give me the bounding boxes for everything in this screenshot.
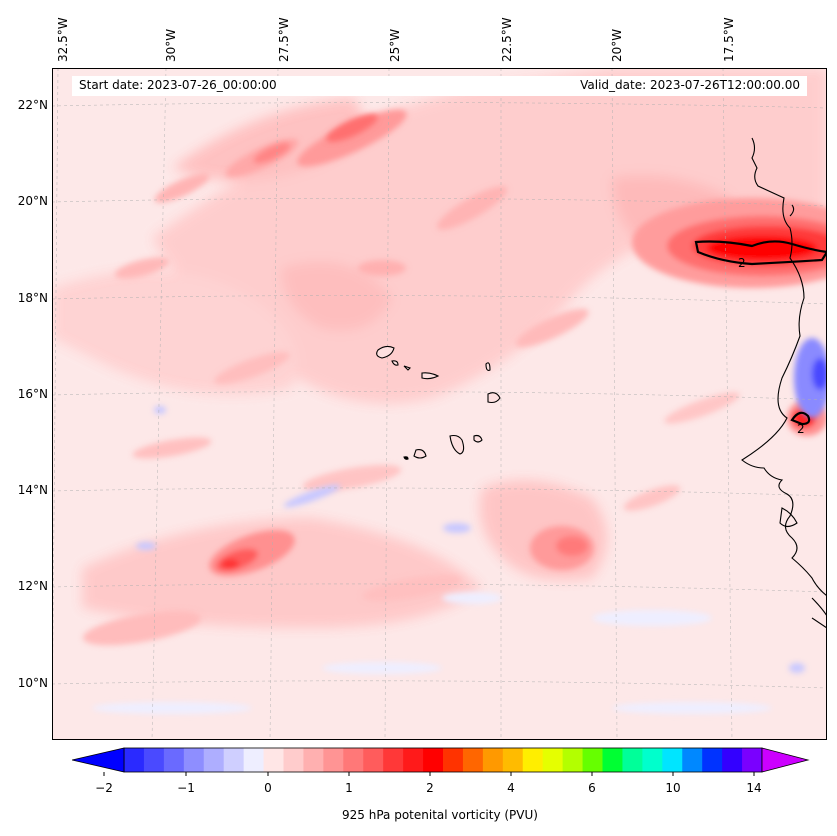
colorbar-cell (443, 748, 464, 772)
colorbar-cell (682, 748, 703, 772)
colorbar-cell (403, 748, 424, 772)
colorbar-tick: 0 (264, 781, 272, 795)
pv-contour-south (790, 411, 811, 426)
colorbar-cell (223, 748, 245, 772)
pv-2-contours (694, 240, 827, 426)
pv-contour-map[interactable]: 2 2 (52, 68, 827, 740)
colorbar-cell (283, 748, 304, 772)
pv-contour-north (694, 240, 827, 266)
lon-label-22-5w: 22.5°W (500, 17, 514, 62)
colorbar-cell (124, 748, 145, 772)
colorbar-cell (163, 748, 185, 772)
colorbar-cell (522, 748, 544, 772)
colorbar-cell (203, 748, 225, 772)
colorbar-min-arrow (72, 747, 125, 773)
start-date-label: Start date: 2023-07-26_00:00:00 (79, 78, 277, 92)
header-strip (72, 76, 807, 96)
colorbar-cell (502, 748, 524, 772)
lon-label-17-5w: 17.5°W (722, 17, 736, 62)
contour-label-south: 2 (797, 422, 805, 436)
colorbar-cell (143, 748, 165, 772)
colorbar-cell (582, 748, 603, 772)
colorbar-cell (343, 748, 364, 772)
map-frame (52, 68, 827, 740)
colorbar-cell (542, 748, 564, 772)
cape-verde-islands (376, 345, 501, 460)
valid-date-label: Valid_date: 2023-07-26T12:00:00.00 (580, 78, 800, 92)
lon-label-30w: 30°W (164, 28, 178, 62)
colorbar-tick: 14 (746, 781, 762, 795)
colorbar-cell (363, 748, 384, 772)
pv-negative-patches (92, 338, 827, 714)
colorbar-tick: 6 (588, 781, 596, 795)
colorbar-tick: −2 (95, 781, 113, 795)
africa-coastline (741, 137, 827, 629)
colorbar-cell (482, 748, 504, 772)
pv-shading-light (52, 68, 827, 628)
colorbar-label: 925 hPa potenital vorticity (PVU) (342, 808, 538, 822)
colorbar-cell (602, 748, 623, 772)
colorbar-cell (323, 748, 344, 772)
colorbar-tick: 4 (507, 781, 515, 795)
colorbar-cell (722, 748, 743, 772)
colorbar-cell (642, 748, 663, 772)
contour-label-north: 2 (738, 256, 746, 270)
pv-shading-medium (209, 114, 594, 576)
lat-label-10n: 10°N (17, 676, 48, 690)
colorbar-tick: 2 (426, 781, 434, 795)
lon-label-27-5w: 27.5°W (277, 17, 291, 62)
colorbar-cell (462, 748, 484, 772)
colorbar-cell (263, 748, 284, 772)
colorbar-cell (662, 748, 683, 772)
colorbar-cell (383, 748, 404, 772)
lat-label-20n: 20°N (17, 194, 48, 208)
colorbar-cell (702, 748, 723, 772)
colorbar-cell (303, 748, 324, 772)
colorbar-cell (183, 748, 205, 772)
colorbar-max-arrow (761, 747, 810, 773)
colorbar-tick: 10 (665, 781, 681, 795)
lon-label-32-5w: 32.5°W (56, 17, 70, 62)
colorbar (72, 747, 810, 776)
lat-label-12n: 12°N (17, 579, 48, 593)
colorbar-tick: −1 (177, 781, 195, 795)
colorbar-cell (562, 748, 584, 772)
lat-label-22n: 22°N (17, 98, 48, 112)
lon-label-25w: 25°W (388, 28, 402, 62)
map-panel[interactable]: 2 2 (52, 68, 827, 740)
lat-label-14n: 14°N (17, 483, 48, 497)
colorbar-cell (622, 748, 643, 772)
lon-label-20w: 20°W (610, 28, 624, 62)
colorbar-cell (742, 748, 763, 772)
lat-label-16n: 16°N (17, 387, 48, 401)
colorbar-tick: 1 (345, 781, 353, 795)
lat-label-18n: 18°N (17, 291, 48, 305)
colorbar-cell (243, 748, 265, 772)
colorbar-cell (423, 748, 444, 772)
